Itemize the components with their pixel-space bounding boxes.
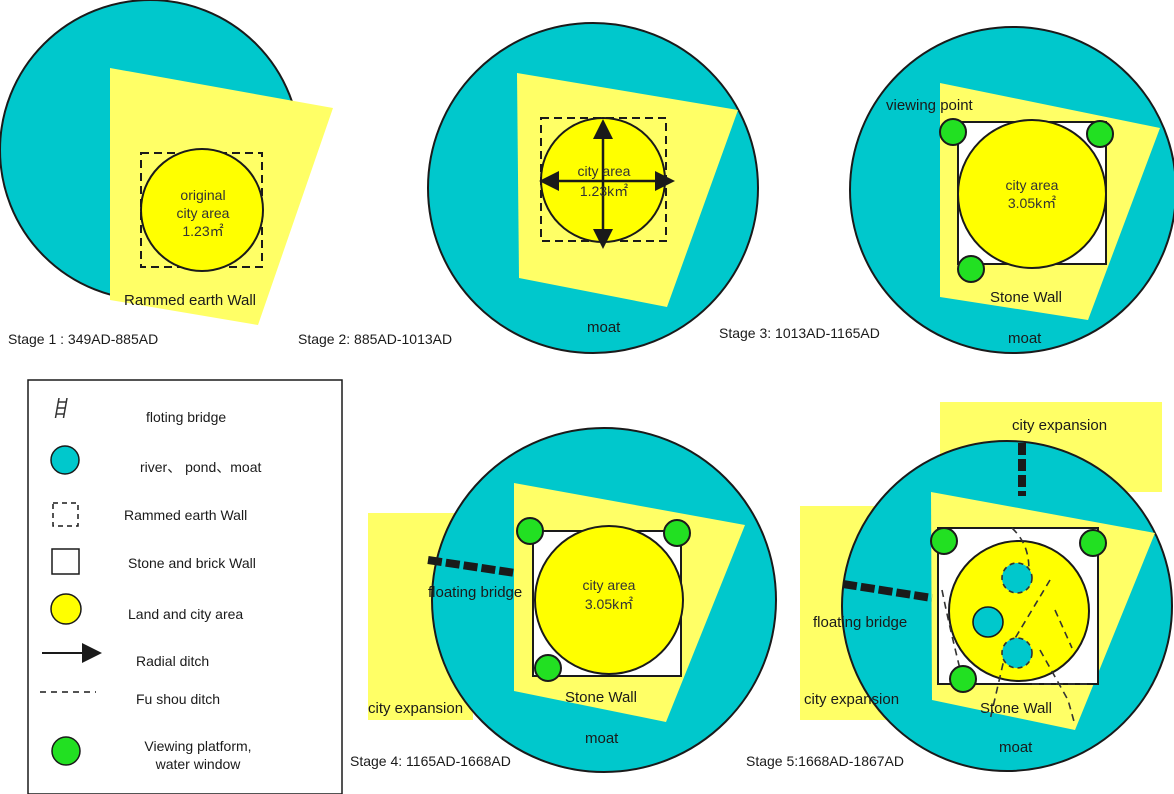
stage-3: viewing point city area 3.05k㎡ Stone Wal… xyxy=(719,26,1174,354)
yellow-circle-icon xyxy=(50,593,82,625)
stage-4: floating bridge city area 3.05k㎡ Stone W… xyxy=(350,427,777,773)
legend-label-rammed: Rammed earth Wall xyxy=(124,507,247,523)
floating-bridge-icon xyxy=(54,398,68,418)
stage4-city-circle xyxy=(534,525,684,675)
stage4-bridge-label: floating bridge xyxy=(428,584,522,601)
stage4-city-label-1: city area xyxy=(583,577,636,593)
stage1-city-label-3: 1.23㎡ xyxy=(182,223,223,239)
stage4-moat-label: moat xyxy=(585,730,619,747)
legend-label-fushou: Fu shou ditch xyxy=(136,691,220,707)
stage4-viewing-point-ne xyxy=(663,519,691,547)
stage4-caption: Stage 4: 1165AD-1668AD xyxy=(350,753,511,769)
solid-square-icon xyxy=(51,548,80,575)
stage3-city-circle xyxy=(957,119,1107,269)
stage4-floating-bridge-icon xyxy=(427,556,516,577)
stage3-viewing-label: viewing point xyxy=(886,97,974,114)
stage2-caption: Stage 2: 885AD-1013AD xyxy=(298,331,452,347)
water-circle-icon xyxy=(50,445,80,475)
legend-label-water: river、 pond、moat xyxy=(140,459,261,475)
stage1-wall-label: Rammed earth Wall xyxy=(124,292,256,309)
stage5-viewing-point-ne xyxy=(1079,529,1107,557)
stage4-wall-label: Stone Wall xyxy=(565,689,637,706)
stage5-expansion-top-label: city expansion xyxy=(1012,417,1107,434)
stage5-caption: Stage 5:1668AD-1867AD xyxy=(746,753,904,769)
stage4-city-label-2: 3.05k㎡ xyxy=(585,596,633,612)
stage5-pond-1 xyxy=(1001,562,1033,594)
stage3-viewing-point-sw xyxy=(957,255,985,283)
stage5-viewing-point-sw xyxy=(949,665,977,693)
dashed-square-icon xyxy=(52,502,79,527)
stage2-city-label-2: 1.23k㎡ xyxy=(580,183,628,199)
stage3-wall-label: Stone Wall xyxy=(990,289,1062,306)
stage5-pond-2 xyxy=(972,606,1004,638)
legend-label-bridge: floting bridge xyxy=(146,409,226,425)
stage3-city-label-1: city area xyxy=(1006,177,1059,193)
stage2-city-label-1: city area xyxy=(578,163,631,179)
legend: floting bridge river、 pond、moat Rammed e… xyxy=(27,379,343,794)
stage2-moat-label: moat xyxy=(587,319,621,336)
legend-label-viewing-2: water window xyxy=(155,756,242,772)
stage5-viewing-point-nw xyxy=(930,527,958,555)
stage1-city-label-2: city area xyxy=(177,205,230,221)
legend-box xyxy=(27,379,343,794)
stage-5: city expansion floating bridge city expa… xyxy=(746,402,1173,772)
stage3-caption: Stage 3: 1013AD-1165AD xyxy=(719,325,880,341)
stage3-viewing-point-ne xyxy=(1086,120,1114,148)
green-circle-icon xyxy=(51,736,81,766)
stage4-viewing-point-sw xyxy=(534,654,562,682)
legend-label-stone: Stone and brick Wall xyxy=(128,555,256,571)
stage3-viewing-point-nw xyxy=(939,118,967,146)
stage4-expansion-label: city expansion xyxy=(368,700,463,717)
stage5-moat-label: moat xyxy=(999,739,1033,756)
stage4-viewing-point-nw xyxy=(516,517,544,545)
stage1-city-circle xyxy=(140,148,264,272)
legend-label-radial: Radial ditch xyxy=(136,653,209,669)
stage5-bridge-label: floating bridge xyxy=(813,614,907,631)
legend-label-viewing-1: Viewing platform, xyxy=(144,738,251,754)
stage1-city-label-1: original xyxy=(180,187,225,203)
stage5-expansion-left-label: city expansion xyxy=(804,691,899,708)
stage5-wall-label: Stone Wall xyxy=(980,700,1052,717)
stage-2: city area 1.23k㎡ moat Stage 2: 885AD-101… xyxy=(298,22,759,354)
stage5-floating-bridge-left-icon xyxy=(842,580,933,602)
stage3-moat-label: moat xyxy=(1008,330,1042,347)
stage5-city-circle xyxy=(948,540,1090,682)
legend-label-land: Land and city area xyxy=(128,606,243,622)
stage-1: original city area 1.23㎡ Rammed earth Wa… xyxy=(0,0,333,347)
stage1-caption: Stage 1 : 349AD-885AD xyxy=(8,331,158,347)
stage3-city-label-2: 3.05k㎡ xyxy=(1008,195,1056,211)
stage5-pond-3 xyxy=(1001,637,1033,669)
